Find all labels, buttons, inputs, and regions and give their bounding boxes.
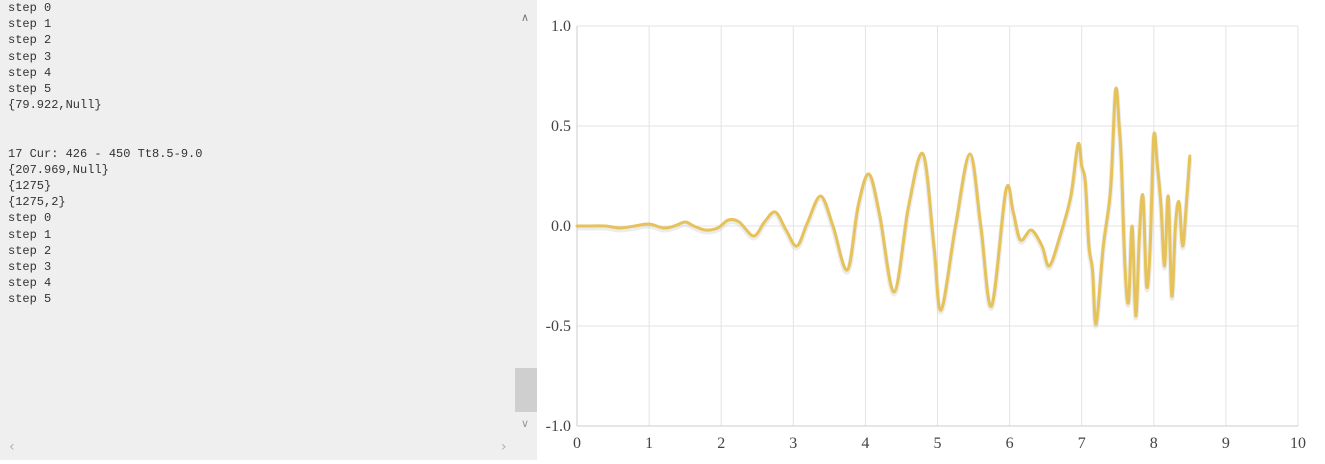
console-line: step 5: [8, 81, 52, 96]
console-line: {1275}: [8, 179, 52, 194]
console-log: step 0 step 1 step 2 step 3 step 4 step 5 {79.…: [8, 0, 508, 308]
console-line: step 0: [8, 211, 52, 226]
x-tick-label: 5: [934, 435, 942, 452]
x-tick-label: 3: [789, 435, 797, 452]
line-chart: 0 1 2 3 4 5 6 7 8 9 10 1.0 0.5 0.0 -0.5 -1.0: [537, 0, 1325, 460]
console-line: step 2: [8, 33, 52, 48]
console-line: {1275,2}: [8, 195, 66, 210]
vertical-scrollbar-thumb[interactable]: [515, 368, 537, 412]
y-tick-label: 0.5: [551, 118, 571, 135]
scroll-right-icon[interactable]: ›: [501, 439, 507, 455]
y-tick-label: -0.5: [546, 318, 571, 335]
x-tick-label: 7: [1078, 435, 1086, 452]
y-tick-label: -1.0: [546, 418, 571, 435]
series-line-shadow: [577, 87, 1193, 329]
x-tick-label: 4: [861, 435, 869, 452]
x-tick-label: 8: [1150, 435, 1158, 452]
console-output-panel[interactable]: step 0 step 1 step 2 step 3 step 4 step 5 {79.…: [0, 0, 537, 460]
console-line: step 5: [8, 292, 52, 307]
console-line: {79.922,Null}: [8, 98, 102, 113]
console-line: [8, 113, 508, 129]
y-tick-label: 0.0: [551, 218, 571, 235]
console-line: step 2: [8, 243, 52, 258]
console-line: 17 Cur: 426 - 450 Tt8.5-9.0: [8, 146, 203, 161]
chart-canvas: 0 1 2 3 4 5 6 7 8 9 10 1.0 0.5 0.0 -0.5 -1.0: [546, 18, 1306, 452]
console-line: step 1: [8, 227, 52, 242]
console-line: step 3: [8, 49, 52, 64]
series-line: [575, 86, 1192, 326]
scroll-left-icon[interactable]: ‹: [9, 439, 15, 455]
x-tick-label: 6: [1006, 435, 1014, 452]
console-line: step 4: [8, 276, 52, 291]
x-tick-label: 10: [1290, 435, 1306, 452]
y-tick-label: 1.0: [551, 18, 571, 35]
scroll-up-icon[interactable]: ∧: [521, 11, 530, 24]
console-line: step 0: [8, 1, 52, 15]
x-tick-label: 2: [717, 435, 725, 452]
console-line: [8, 130, 508, 146]
console-line: step 4: [8, 65, 52, 80]
x-tick-label: 0: [573, 435, 581, 452]
scroll-down-icon[interactable]: ∨: [521, 417, 530, 430]
x-tick-label: 1: [645, 435, 653, 452]
console-line: {207.969,Null}: [8, 162, 109, 177]
x-tick-label: 9: [1222, 435, 1230, 452]
console-line: step 3: [8, 260, 52, 274]
console-line: step 1: [8, 17, 52, 32]
